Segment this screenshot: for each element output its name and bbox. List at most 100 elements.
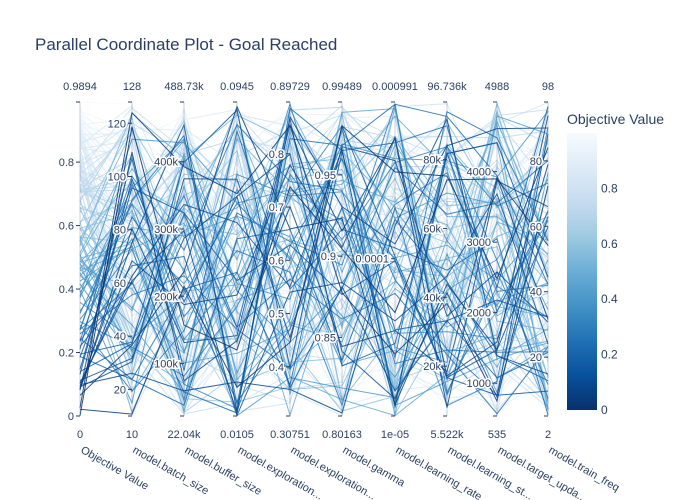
trial-line — [79, 103, 549, 405]
axis-tick-label: 0.4 — [59, 284, 74, 296]
trial-line — [79, 134, 549, 400]
axis-tick-label: 0.2 — [59, 348, 74, 360]
colorbar: Objective Value 0 0.2 0.4 0.6 0.8 — [567, 111, 664, 417]
axis-tick-label: 0 — [68, 411, 74, 423]
axis-max-label: 4988 — [485, 81, 509, 93]
trial-line — [79, 142, 549, 379]
trial-line — [79, 170, 549, 403]
trial-line — [79, 117, 549, 414]
axis-tick-label: 0.8 — [269, 149, 284, 161]
colorbar-tick-label: 0.4 — [601, 292, 618, 306]
axis-min-label: 22.04k — [167, 429, 201, 441]
axis-tick-label: 0.85 — [315, 332, 336, 344]
axis-tick-label: 0.4 — [269, 362, 284, 374]
trial-line — [79, 161, 549, 403]
axis-tick-label: 100 — [108, 172, 126, 184]
axis-max-label: 0.9894 — [63, 81, 97, 93]
trial-line — [79, 165, 549, 407]
trial-line — [79, 238, 549, 417]
trial-line — [79, 123, 549, 408]
trial-line — [79, 187, 549, 396]
axis-tick-label: 0.7 — [269, 202, 284, 214]
axis-tick-label: 40 — [530, 287, 542, 299]
colorbar-title: Objective Value — [567, 111, 664, 127]
axis-min-label: 10 — [126, 429, 138, 441]
chart-title: Parallel Coordinate Plot - Goal Reached — [35, 35, 337, 54]
colorbar-tick-label: 0.2 — [601, 348, 618, 362]
trial-line — [79, 218, 549, 406]
axis-tick-label: 60 — [530, 221, 542, 233]
axis-tick-label: 0.8 — [59, 157, 74, 169]
axis-tick-label: 40k — [423, 292, 441, 304]
trial-line — [79, 182, 549, 407]
axis-tick-label: 200k — [154, 291, 178, 303]
trial-line — [79, 108, 549, 379]
trial-line — [79, 108, 549, 381]
axis-tick-label: 2000 — [467, 308, 491, 320]
trial-line — [79, 105, 549, 407]
trial-line — [79, 106, 549, 414]
trial-line — [79, 123, 549, 365]
colorbar-gradient — [567, 133, 597, 410]
axis-tick-label: 0.6 — [59, 221, 74, 233]
axis-min-label: 0 — [77, 429, 83, 441]
colorbar-tick-label: 0.6 — [601, 237, 618, 251]
axis-tick-label: 60k — [423, 223, 441, 235]
axis-max-label: 0.000991 — [372, 81, 418, 93]
axis-max-label: 0.89729 — [270, 81, 310, 93]
axis-min-label: 2 — [545, 429, 551, 441]
axis-min-label: 535 — [488, 429, 506, 441]
axis-tick-label: 60 — [114, 278, 126, 290]
axis-tick-label: 20 — [114, 384, 126, 396]
axis-tick-label: 0.95 — [315, 170, 336, 182]
trial-line — [79, 151, 549, 391]
axis-tick-label: 100k — [154, 359, 178, 371]
axis-max-label: 0.99489 — [322, 81, 362, 93]
trial-line — [79, 126, 549, 416]
axis-max-label: 128 — [123, 81, 141, 93]
trial-line — [79, 124, 549, 415]
trial-line — [79, 109, 549, 403]
dimension-label: model.learning_rate — [394, 444, 484, 500]
axis-tick-label: 40 — [114, 331, 126, 343]
axis-max-label: 98 — [542, 81, 554, 93]
axis-min-label: 0.30751 — [270, 429, 310, 441]
axis-min-label: 5.522k — [430, 429, 464, 441]
dimension-label: model.target_upda... — [496, 444, 589, 500]
axis-tick-label: 80 — [530, 156, 542, 168]
axis-tick-label: 0.5 — [269, 309, 284, 321]
colorbar-tick-label: 0.8 — [601, 181, 618, 195]
trial-line — [79, 111, 549, 408]
trial-line — [79, 157, 549, 414]
colorbar-tick-label: 0 — [601, 403, 608, 417]
trial-line — [79, 135, 549, 389]
axis-tick-label: 3000 — [467, 237, 491, 249]
trial-line — [79, 115, 549, 412]
axis-tick-label: 4000 — [467, 167, 491, 179]
axis-tick-label: 0.6 — [269, 255, 284, 267]
trial-line — [79, 111, 549, 415]
axis-tick-label: 20k — [423, 361, 441, 373]
axis-min-label: 0.0105 — [220, 429, 254, 441]
axis-tick-label: 0.0001 — [355, 254, 389, 266]
trial-line — [79, 124, 549, 365]
axis-min-label: 0.80163 — [322, 429, 362, 441]
axis-max-label: 96.736k — [427, 81, 467, 93]
axis-tick-label: 80 — [114, 225, 126, 237]
axis-tick-label: 400k — [154, 157, 178, 169]
axis-tick-label: 1000 — [467, 378, 491, 390]
axis-max-label: 488.73k — [164, 81, 204, 93]
axis-tick-label: 300k — [154, 224, 178, 236]
axis-tick-label: 0.9 — [321, 251, 336, 263]
axis-tick-label: 120 — [108, 118, 126, 130]
trial-line — [79, 115, 549, 413]
axis-max-label: 0.0945 — [220, 81, 254, 93]
trial-line — [79, 107, 549, 410]
trial-line — [79, 129, 549, 405]
trial-line — [79, 107, 549, 318]
axis-tick-label: 80k — [423, 155, 441, 167]
axis-tick-label: 20 — [530, 352, 542, 364]
axis-min-label: 1e-05 — [381, 429, 409, 441]
trial-lines — [79, 101, 549, 418]
